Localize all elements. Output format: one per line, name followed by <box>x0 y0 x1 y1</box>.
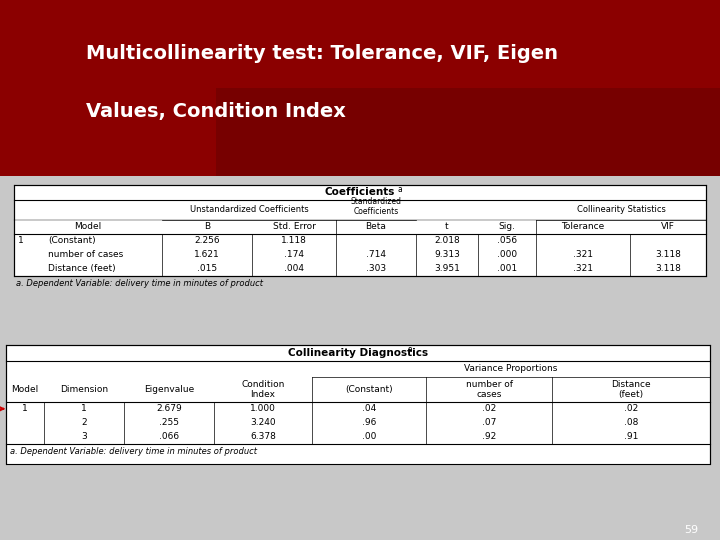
Text: 59: 59 <box>684 524 698 535</box>
Text: 1: 1 <box>18 236 24 245</box>
Text: 3.118: 3.118 <box>655 250 681 259</box>
Text: a. Dependent Variable: delivery time in minutes of product: a. Dependent Variable: delivery time in … <box>10 447 257 456</box>
Text: 3: 3 <box>81 433 87 441</box>
Text: Distance
(feet): Distance (feet) <box>611 380 651 399</box>
Text: .000: .000 <box>497 250 517 259</box>
Text: .07: .07 <box>482 418 496 427</box>
Text: number of
cases: number of cases <box>466 380 513 399</box>
Text: .174: .174 <box>284 250 304 259</box>
Text: Unstandardized Coefficients: Unstandardized Coefficients <box>189 205 308 214</box>
Text: .96: .96 <box>362 418 376 427</box>
Text: 9.313: 9.313 <box>434 250 460 259</box>
Text: Beta: Beta <box>366 222 387 231</box>
Text: .004: .004 <box>284 264 304 273</box>
Text: Collinearity Statistics: Collinearity Statistics <box>577 205 665 214</box>
Text: .001: .001 <box>497 264 517 273</box>
Text: 1.000: 1.000 <box>250 404 276 413</box>
Text: .321: .321 <box>573 264 593 273</box>
Text: a. Dependent Variable: delivery time in minutes of product: a. Dependent Variable: delivery time in … <box>16 279 263 288</box>
Text: a: a <box>408 345 413 354</box>
Text: 6.378: 6.378 <box>250 433 276 441</box>
Text: Eigenvalue: Eigenvalue <box>144 385 194 394</box>
Text: Distance (feet): Distance (feet) <box>48 264 116 273</box>
Text: 2: 2 <box>81 418 87 427</box>
Text: (Constant): (Constant) <box>48 236 96 245</box>
Text: Multicollinearity test: Tolerance, VIF, Eigen: Multicollinearity test: Tolerance, VIF, … <box>86 44 559 63</box>
Text: .714: .714 <box>366 250 386 259</box>
Text: .02: .02 <box>624 404 638 413</box>
Text: .303: .303 <box>366 264 386 273</box>
Text: number of cases: number of cases <box>48 250 123 259</box>
Text: Coefficients: Coefficients <box>325 187 395 197</box>
Text: .066: .066 <box>159 433 179 441</box>
Text: Sig.: Sig. <box>498 222 516 231</box>
Bar <box>6 345 710 464</box>
Text: (Constant): (Constant) <box>345 385 393 394</box>
Text: .015: .015 <box>197 264 217 273</box>
Text: .08: .08 <box>624 418 638 427</box>
Text: 1.118: 1.118 <box>281 236 307 245</box>
Text: t: t <box>445 222 449 231</box>
Text: .056: .056 <box>497 236 517 245</box>
Bar <box>216 87 720 176</box>
Text: 2.256: 2.256 <box>194 236 220 245</box>
Text: .321: .321 <box>573 250 593 259</box>
Bar <box>14 185 706 275</box>
Text: B: B <box>204 222 210 231</box>
Text: Condition
Index: Condition Index <box>241 380 284 399</box>
Text: VIF: VIF <box>661 222 675 231</box>
Text: Variance Proportions: Variance Proportions <box>464 364 558 373</box>
Text: 3.951: 3.951 <box>434 264 460 273</box>
Text: 3.118: 3.118 <box>655 264 681 273</box>
Text: 1.621: 1.621 <box>194 250 220 259</box>
Text: .92: .92 <box>482 433 496 441</box>
Text: 1: 1 <box>22 404 28 413</box>
Text: Model: Model <box>12 385 39 394</box>
Text: Standardized
Coefficients: Standardized Coefficients <box>351 197 402 216</box>
Text: Std. Error: Std. Error <box>273 222 315 231</box>
Text: 3.240: 3.240 <box>250 418 276 427</box>
Text: .04: .04 <box>362 404 376 413</box>
Text: .91: .91 <box>624 433 638 441</box>
Text: 2.679: 2.679 <box>156 404 182 413</box>
Text: Collinearity Diagnostics: Collinearity Diagnostics <box>288 348 428 357</box>
Text: 2.018: 2.018 <box>434 236 460 245</box>
Text: 1: 1 <box>81 404 87 413</box>
Text: Model: Model <box>74 222 102 231</box>
Text: .00: .00 <box>362 433 376 441</box>
Text: Tolerance: Tolerance <box>562 222 605 231</box>
Text: a: a <box>398 185 402 193</box>
Text: .02: .02 <box>482 404 496 413</box>
Text: Dimension: Dimension <box>60 385 108 394</box>
Text: .255: .255 <box>159 418 179 427</box>
Text: Values, Condition Index: Values, Condition Index <box>86 102 346 121</box>
